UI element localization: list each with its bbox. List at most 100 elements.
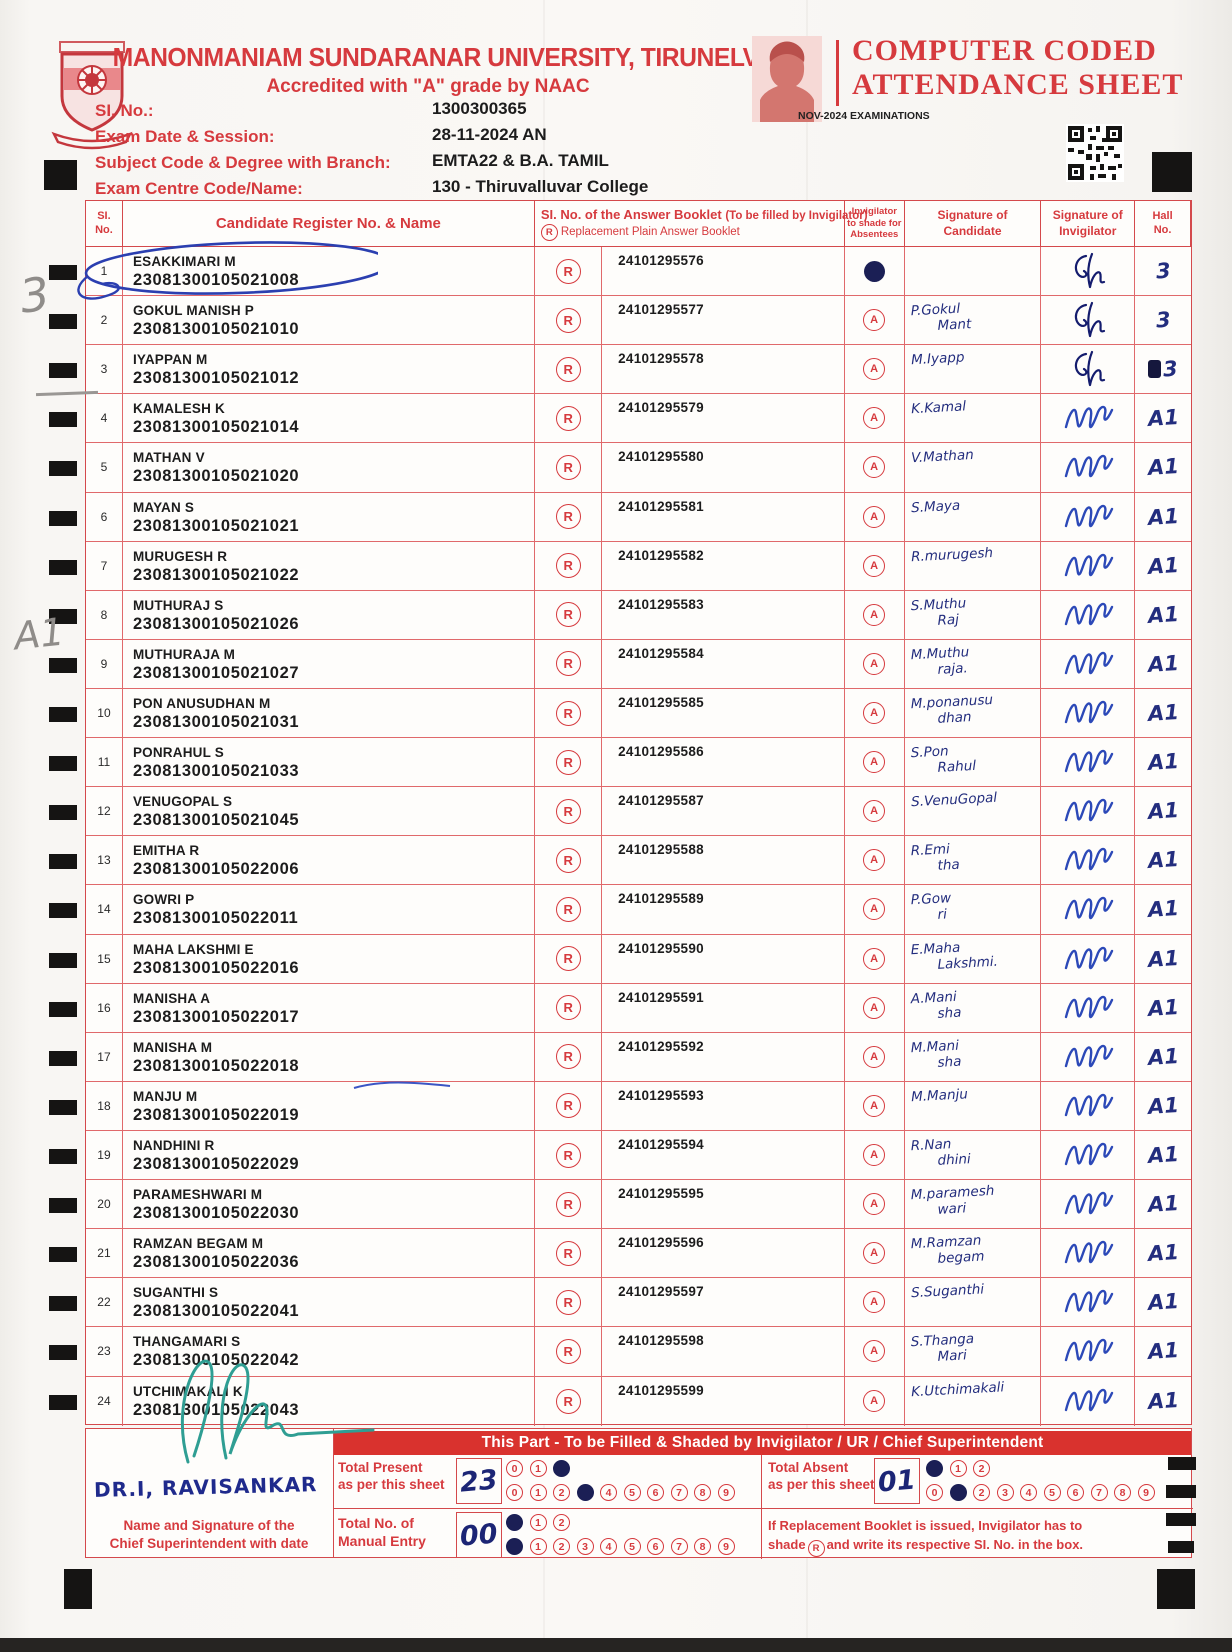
replacement-r-icon: R xyxy=(555,356,581,382)
invigilator-signature xyxy=(1041,1278,1134,1326)
absent-bubbles-tens: 012 xyxy=(926,1460,990,1477)
col-header-si-no: SI. No. xyxy=(86,201,123,246)
replacement-r-icon: R xyxy=(555,258,581,284)
replacement-cell: R xyxy=(535,1180,603,1229)
absent-mark: A xyxy=(863,1291,886,1314)
table-row: 5 MATHAN V 23081300105021020 R 241012955… xyxy=(49,443,1191,493)
invigilator-signature xyxy=(1041,1327,1134,1375)
hall-no-value: A1 xyxy=(1146,1043,1180,1070)
hall-no-cell: A1 xyxy=(1135,1131,1191,1179)
replacement-cell: R xyxy=(535,787,603,836)
table-row: 6 MAYAN S 23081300105021021 R 2410129558… xyxy=(49,492,1191,542)
candidate-name: MATHAN V xyxy=(132,450,205,466)
timing-mark xyxy=(49,1345,77,1361)
booklet-number: 24101295597 xyxy=(618,1284,704,1300)
replacement-r-icon: R xyxy=(555,995,581,1021)
invigilator-signature-scribble-icon xyxy=(1064,749,1113,773)
candidate-name: SUGANTHI S xyxy=(132,1285,219,1301)
invigilator-signature xyxy=(1041,394,1134,442)
pencil-margin-note: A1 xyxy=(11,609,67,659)
hall-no-value: A1 xyxy=(1146,552,1180,579)
hall-no-cell: A1 xyxy=(1135,935,1191,983)
bubble: 3 xyxy=(576,1538,594,1555)
replacement-r-icon: R xyxy=(555,1388,581,1414)
booklet-cell: 24101295582 xyxy=(602,541,845,590)
absent-mark: A xyxy=(863,898,886,921)
replacement-cell: R xyxy=(535,345,603,394)
replacement-r-icon: R xyxy=(555,1044,581,1070)
invigilator-signature-cell xyxy=(1041,492,1136,541)
replacement-cell: R xyxy=(535,738,603,787)
timing-mark xyxy=(49,1001,77,1017)
replacement-cell: R xyxy=(535,1130,603,1180)
booklet-number: 24101295590 xyxy=(618,940,704,956)
table-row: 20 PARAMESHWARI M 23081300105022030 R 24… xyxy=(49,1180,1191,1230)
candidate-signature-cell: P.Gokul Mant xyxy=(905,296,1042,345)
absentee-cell: A xyxy=(845,296,905,345)
bubble: 7 xyxy=(670,1538,688,1555)
hall-no-value: A1 xyxy=(1146,1388,1180,1415)
candidate-signature-cell: P.Gow ri xyxy=(905,885,1042,934)
candidate-register-no: 23081300105021012 xyxy=(132,369,300,388)
candidate-name: GOWRI P xyxy=(132,892,195,908)
invigilator-signature-scribble-icon xyxy=(1064,1290,1113,1313)
candidate-signature-cell: M.ponanusu dhan xyxy=(905,688,1042,738)
absentee-cell: A xyxy=(845,1376,905,1426)
total-present-label: Total Present as per this sheet xyxy=(338,1460,445,1494)
total-absent-box: 01 xyxy=(874,1458,920,1504)
hall-no-value: 3 xyxy=(1154,307,1172,333)
candidate-cell: RAMZAN BEGAM M 23081300105022036 xyxy=(123,1229,536,1278)
candidate-signature-line: M.Manju xyxy=(910,1086,968,1106)
table-row: 14 GOWRI P 23081300105022011 R 241012955… xyxy=(49,885,1191,935)
replacement-cell: R xyxy=(535,296,603,345)
timing-mark xyxy=(49,1148,77,1164)
replacement-cell: R xyxy=(535,1081,603,1130)
note-line: and write its respective SI. No. in the … xyxy=(826,1536,1084,1552)
row-serial-no: 18 xyxy=(86,1081,123,1130)
bubble: 6 xyxy=(647,1538,664,1555)
replacement-r-icon: R xyxy=(555,700,581,726)
invigilator-signature-scribble-icon xyxy=(1064,1093,1113,1117)
footer-divider xyxy=(761,1455,762,1559)
candidate-register-no: 23081300105022016 xyxy=(132,958,300,977)
invigilator-signature-scribble-icon xyxy=(1064,799,1113,822)
replacement-r-icon: R xyxy=(555,847,581,873)
candidate-register-no: 23081300105022017 xyxy=(132,1007,300,1026)
hall-no-value: 3 xyxy=(1162,356,1179,382)
invigilator-signature-cell xyxy=(1041,394,1136,443)
bubble-filled: 3 xyxy=(576,1484,594,1501)
candidate-signature-cell: S.Suganthi xyxy=(905,1278,1042,1327)
hall-no-cell: A1 xyxy=(1135,787,1191,835)
candidate-signature-cell: M.paramesh wari xyxy=(905,1180,1042,1229)
note-line: If Replacement Booklet is issued, Invigi… xyxy=(768,1518,1083,1533)
booklet-number: 24101295576 xyxy=(618,253,704,268)
col-header-signature-candidate: Signature of Candidate xyxy=(905,201,1042,246)
row-serial-no: 6 xyxy=(86,492,123,541)
candidate-signature-cell: S.Thanga Mari xyxy=(905,1327,1042,1376)
candidate-cell: MAHA LAKSHMI E 23081300105022016 xyxy=(123,934,536,983)
candidate-signature-cell: S.Pon Rahul xyxy=(905,738,1042,787)
invigilator-signature-scribble-icon xyxy=(1064,1339,1113,1362)
label-line: Total Absent xyxy=(768,1460,849,1475)
manual-entry-box: 00 xyxy=(456,1512,502,1558)
candidate-register-no: 23081300105022042 xyxy=(132,1351,300,1370)
invigilator-signature-cell xyxy=(1041,983,1136,1032)
candidate-register-no: 23081300105022030 xyxy=(132,1204,300,1223)
absentee-cell: A xyxy=(845,885,905,934)
invigilator-signature-cell xyxy=(1041,1376,1136,1426)
candidate-signature: M.Mani sha xyxy=(904,1029,1041,1072)
absent-mark: A xyxy=(863,1144,886,1167)
booklet-number: 24101295594 xyxy=(618,1136,704,1152)
row-serial-no: 19 xyxy=(86,1130,123,1180)
hall-no-value: A1 xyxy=(1146,454,1180,481)
table-row: 8 MUTHURAJ S 23081300105021026 R 2410129… xyxy=(49,590,1191,640)
footer-banner: This Part - To be Filled & Shaded by Inv… xyxy=(334,1431,1191,1455)
manual-bubbles-tens: 012 xyxy=(506,1514,570,1531)
candidate-cell: IYAPPAN M 23081300105021012 xyxy=(123,345,536,394)
replacement-r-icon: R xyxy=(555,798,581,824)
timing-mark xyxy=(49,363,77,379)
candidate-register-no: 23081300105022018 xyxy=(132,1056,300,1075)
chief-label-line: Chief Superintendent with date xyxy=(109,1535,309,1551)
pencil-margin-note: 3 xyxy=(16,266,53,324)
invigilator-signature-cell xyxy=(1041,836,1136,885)
